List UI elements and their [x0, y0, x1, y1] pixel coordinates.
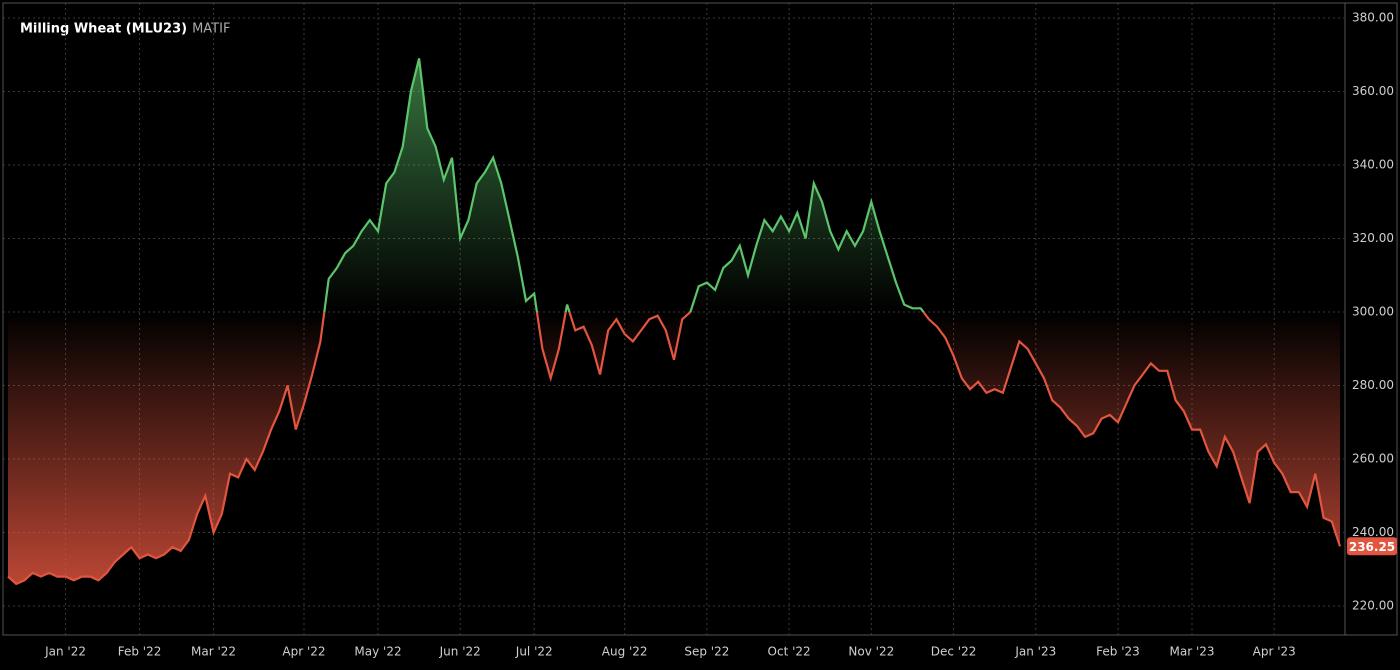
y-tick-label: 300.00	[1352, 305, 1394, 319]
chart-title: Milling Wheat (MLU23)	[20, 22, 187, 37]
x-tick-label: Mar '22	[191, 645, 236, 659]
x-tick-label: Apr '23	[1253, 645, 1296, 659]
x-tick-label: Aug '22	[602, 645, 648, 659]
x-tick-label: May '22	[354, 645, 401, 659]
x-tick-label: Jun '22	[439, 645, 481, 659]
y-tick-label: 320.00	[1352, 231, 1394, 245]
exchange-label: MATIF	[192, 22, 230, 37]
y-tick-label: 280.00	[1352, 378, 1394, 392]
y-tick-label: 340.00	[1352, 158, 1394, 172]
x-tick-label: Nov '22	[848, 645, 894, 659]
last-price-label: 236.25	[1349, 540, 1395, 554]
y-tick-label: 360.00	[1352, 84, 1394, 98]
x-tick-label: Dec '22	[931, 645, 977, 659]
y-tick-label: 260.00	[1352, 452, 1394, 466]
x-tick-label: Apr '22	[282, 645, 325, 659]
x-tick-label: Jan '23	[1014, 645, 1056, 659]
y-tick-label: 380.00	[1352, 11, 1394, 25]
last-price-badge	[1347, 537, 1397, 556]
y-tick-label: 220.00	[1352, 599, 1394, 613]
x-tick-label: Jul '22	[515, 645, 553, 659]
x-tick-label: Oct '22	[768, 645, 811, 659]
y-tick-label: 240.00	[1352, 525, 1394, 539]
x-tick-label: Feb '22	[118, 645, 162, 659]
x-tick-label: Jan '22	[44, 645, 86, 659]
x-tick-label: Sep '22	[684, 645, 729, 659]
x-tick-label: Feb '23	[1096, 645, 1140, 659]
price-line-down	[7, 312, 1342, 586]
x-tick-label: Mar '23	[1169, 645, 1214, 659]
